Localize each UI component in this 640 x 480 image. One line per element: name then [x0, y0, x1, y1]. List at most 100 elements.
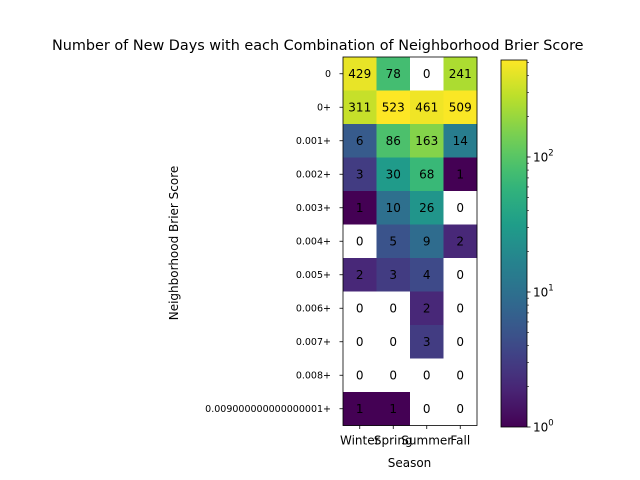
- y-tick-label: 0.007+: [296, 337, 331, 348]
- heatmap-cell: [443, 191, 478, 225]
- heatmap-cell: [410, 191, 444, 225]
- cell-value-label: 1: [456, 167, 464, 181]
- heatmap-cell: [376, 157, 411, 192]
- heatmap-cell: [343, 325, 377, 359]
- y-axis-label: Neighborhood Brier Score: [167, 166, 181, 321]
- chart-title: Number of New Days with each Combination…: [52, 38, 584, 54]
- cell-value-label: 0: [456, 368, 464, 382]
- cell-value-label: 461: [415, 100, 438, 114]
- heatmap-cell: [343, 258, 377, 292]
- cell-value-label: 509: [449, 100, 472, 114]
- heatmap-cell: [410, 224, 444, 259]
- cell-value-label: 0: [389, 301, 397, 315]
- heatmap-cell: [376, 124, 411, 158]
- cell-value-label: 1: [356, 402, 364, 416]
- cell-value-label: 5: [389, 234, 397, 248]
- heatmap-cell: [443, 325, 478, 359]
- cell-value-label: 0: [456, 402, 464, 416]
- y-tick-label: 0+: [317, 102, 331, 113]
- heatmap-cell: [410, 258, 444, 292]
- heatmap-cell: [443, 224, 478, 259]
- heatmap-cell: [443, 291, 478, 326]
- heatmap-cell: [410, 90, 444, 125]
- cell-value-label: 2: [356, 268, 364, 282]
- heatmap-cell: [343, 157, 377, 192]
- cell-value-label: 523: [382, 100, 405, 114]
- colorbar-tick-label: 102: [533, 148, 554, 164]
- heatmap-cell: [410, 358, 444, 393]
- cell-value-label: 4: [423, 268, 431, 282]
- y-tick-label: 0.002+: [296, 169, 331, 180]
- x-axis-label: Season: [388, 456, 432, 470]
- heatmap-cell: [376, 57, 411, 91]
- cell-value-label: 3: [389, 268, 397, 282]
- cell-value-label: 0: [423, 368, 431, 382]
- cell-value-label: 1: [389, 402, 397, 416]
- cell-value-label: 78: [386, 67, 401, 81]
- cell-value-label: 2: [423, 301, 431, 315]
- cell-value-label: 0: [356, 234, 364, 248]
- heatmap-cell: [443, 124, 478, 158]
- y-tick-label: 0: [325, 69, 331, 80]
- colorbar-tick-label: 100: [533, 419, 554, 435]
- y-axis-ticks: 0 0+ 0.001+ 0.002+ 0.003+ 0.004+ 0.005+ 0.006+ 0…: [205, 69, 343, 415]
- cell-value-label: 26: [419, 201, 434, 215]
- heatmap-cell: [343, 191, 377, 225]
- cell-value-label: 0: [389, 335, 397, 349]
- cell-value-label: 0: [456, 335, 464, 349]
- cell-value-label: 0: [456, 301, 464, 315]
- cell-value-label: 163: [415, 134, 438, 148]
- cell-value-label: 3: [356, 167, 364, 181]
- heatmap-cell: [410, 124, 444, 158]
- heatmap-cell: [343, 224, 377, 259]
- heatmap-cell: [443, 358, 478, 393]
- heatmap-cell: [443, 258, 478, 292]
- heatmap-cell: [343, 358, 377, 393]
- cell-value-label: 0: [456, 268, 464, 282]
- heatmap-cell: [343, 124, 377, 158]
- heatmap-cell: [376, 325, 411, 359]
- colorbar-gradient: [500, 59, 528, 428]
- heatmap-cell: [443, 90, 478, 125]
- cell-value-label: 1: [356, 201, 364, 215]
- cell-value-label: 0: [356, 368, 364, 382]
- cell-value-label: 10: [386, 201, 401, 215]
- y-tick-label: 0.006+: [296, 303, 331, 314]
- heatmap-cell: [376, 90, 411, 125]
- y-tick-label: 0.001+: [296, 136, 331, 147]
- cell-value-label: 3: [423, 335, 431, 349]
- cell-value-label: 9: [423, 234, 431, 248]
- cell-value-label: 6: [356, 134, 364, 148]
- heatmap-cell: [410, 291, 444, 326]
- cell-value-label: 0: [356, 301, 364, 315]
- y-tick-label: 0.004+: [296, 236, 331, 247]
- heatmap-cell: [376, 191, 411, 225]
- y-tick-label: 0.009000000000000001+: [205, 404, 331, 415]
- x-tick-label: Winter: [340, 434, 380, 448]
- cell-value-label: 86: [386, 134, 401, 148]
- heatmap-cell: [443, 157, 478, 192]
- heatmap-cell: [343, 57, 377, 91]
- cell-value-label: 0: [389, 368, 397, 382]
- heatmap-cell: [376, 224, 411, 259]
- x-tick-label: Summer: [401, 434, 452, 448]
- cell-value-label: 0: [456, 201, 464, 215]
- heatmap-cell: [410, 57, 444, 91]
- heatmap-cell: [376, 258, 411, 292]
- cell-value-label: 241: [449, 67, 472, 81]
- heatmap-cell: [410, 325, 444, 359]
- x-tick-label: Fall: [450, 434, 470, 448]
- x-tick-label: Spring: [374, 434, 413, 448]
- heatmap-cell: [343, 392, 377, 426]
- heatmap-cell: [376, 291, 411, 326]
- heatmap-cell: [376, 358, 411, 393]
- colorbar: 100 101 102: [500, 59, 554, 435]
- heatmap-cell: [410, 392, 444, 426]
- heatmap-cell: [376, 392, 411, 426]
- colorbar-tick-label: 101: [533, 283, 554, 299]
- y-tick-label: 0.003+: [296, 203, 331, 214]
- heatmap-cell: [343, 291, 377, 326]
- y-tick-label: 0.008+: [296, 370, 331, 381]
